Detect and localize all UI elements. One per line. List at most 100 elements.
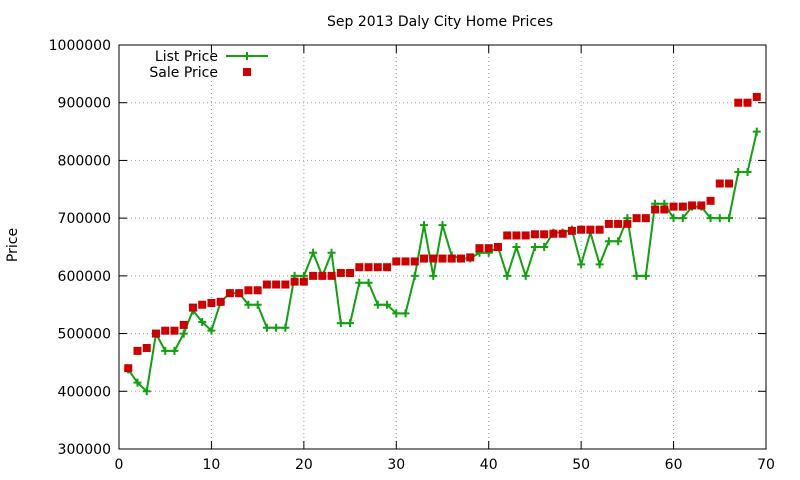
sale-price-point — [355, 263, 364, 272]
sale-price-point — [577, 225, 586, 234]
sale-price-point — [216, 297, 225, 306]
list-price-point — [179, 329, 188, 338]
list-price-point — [392, 309, 401, 318]
sale-price-point — [567, 226, 576, 235]
list-price-point — [133, 378, 142, 387]
legend: List Price Sale Price — [149, 49, 268, 81]
sale-price-point — [235, 289, 244, 298]
list-price-point — [161, 346, 170, 355]
sale-price-point — [549, 229, 558, 238]
y-tick-label: 300000 — [58, 442, 111, 458]
y-tick-label: 600000 — [58, 269, 111, 285]
list-price-point — [512, 243, 521, 251]
sale-price-point — [198, 300, 207, 309]
sale-price-point — [161, 326, 170, 335]
sale-price-point — [595, 225, 604, 234]
list-price-point — [207, 326, 216, 335]
sale-price-point — [383, 263, 392, 272]
list-price-point — [401, 309, 410, 318]
chart-title: Sep 2013 Daly City Home Prices — [327, 14, 553, 30]
y-tick-label: 700000 — [58, 211, 111, 227]
legend-marker-list-price — [243, 52, 251, 60]
sale-price-point — [179, 320, 188, 329]
list-price-point — [262, 323, 271, 332]
y-tick-label: 800000 — [58, 153, 111, 169]
sale-price-point — [586, 225, 595, 234]
sale-price-point — [438, 254, 447, 263]
list-price-point — [327, 248, 336, 257]
sale-price-point — [429, 254, 438, 263]
sale-price-point — [697, 201, 706, 210]
sale-price-point — [327, 271, 336, 280]
sale-price-point — [715, 179, 724, 188]
list-price-point — [253, 300, 262, 309]
sale-price-point — [725, 179, 734, 188]
sale-price-point — [336, 268, 345, 277]
legend-label-list-price: List Price — [155, 49, 218, 65]
sale-price-point — [512, 231, 521, 240]
sale-price-point — [604, 219, 613, 228]
sale-price-point — [124, 364, 133, 373]
list-price-point — [734, 167, 743, 176]
sale-price-point — [530, 230, 539, 239]
sale-price-point — [493, 243, 502, 251]
list-price-point — [281, 323, 290, 332]
x-tick-label: 70 — [757, 457, 775, 473]
list-price-point — [595, 260, 604, 269]
list-price-point — [420, 221, 429, 230]
sale-price-point — [225, 289, 234, 298]
list-price-point — [604, 237, 613, 246]
sale-price-point — [466, 253, 475, 262]
sale-price-point — [641, 214, 650, 223]
list-price-point — [383, 300, 392, 309]
x-tick-label: 40 — [480, 457, 498, 473]
list-price-point — [725, 214, 734, 223]
x-tick-label: 50 — [572, 457, 590, 473]
grid — [119, 45, 766, 449]
list-price-point — [346, 319, 355, 328]
sale-price-point — [678, 202, 687, 211]
y-tick-label: 1000000 — [49, 38, 111, 54]
list-price-point — [641, 271, 650, 280]
sale-price-point — [170, 326, 179, 335]
sale-price-point — [521, 231, 530, 240]
sale-price-point — [734, 98, 743, 107]
list-price-point — [309, 248, 318, 257]
sale-price-point — [253, 286, 262, 295]
sale-price-point — [614, 219, 623, 228]
list-price-point — [752, 127, 761, 136]
y-tick-label: 400000 — [58, 384, 111, 400]
sale-price-point — [651, 205, 660, 214]
x-tick-label: 30 — [387, 457, 405, 473]
sale-price-point — [281, 280, 290, 289]
sale-price-point — [392, 257, 401, 266]
sale-price-point — [401, 257, 410, 266]
list-price-point — [669, 214, 678, 223]
y-axis-label: Price — [5, 228, 21, 262]
list-price-point — [715, 214, 724, 223]
y-tick-label: 900000 — [58, 96, 111, 112]
sale-price-point — [484, 244, 493, 253]
sale-price-point — [299, 277, 308, 286]
sale-price-point — [244, 286, 253, 295]
plot-frame — [118, 44, 767, 450]
sale-price-point — [151, 329, 160, 338]
sale-price-point — [623, 219, 632, 228]
sale-price-point — [142, 344, 151, 352]
list-price-point — [530, 243, 539, 251]
list-price-point — [503, 271, 512, 280]
list-price-point — [336, 319, 345, 328]
sale-price-point — [262, 280, 271, 289]
x-tick-label: 20 — [295, 457, 313, 473]
list-price-point — [142, 387, 151, 396]
sale-price-point — [688, 201, 697, 210]
y-tick-label: 500000 — [58, 327, 111, 343]
list-price-point — [429, 271, 438, 280]
sale-price-point — [309, 271, 318, 280]
sale-price-point — [558, 229, 567, 238]
list-price-point — [438, 221, 447, 230]
list-price-point — [540, 243, 549, 251]
sale-price-point — [272, 280, 281, 289]
sale-price-point — [660, 205, 669, 214]
